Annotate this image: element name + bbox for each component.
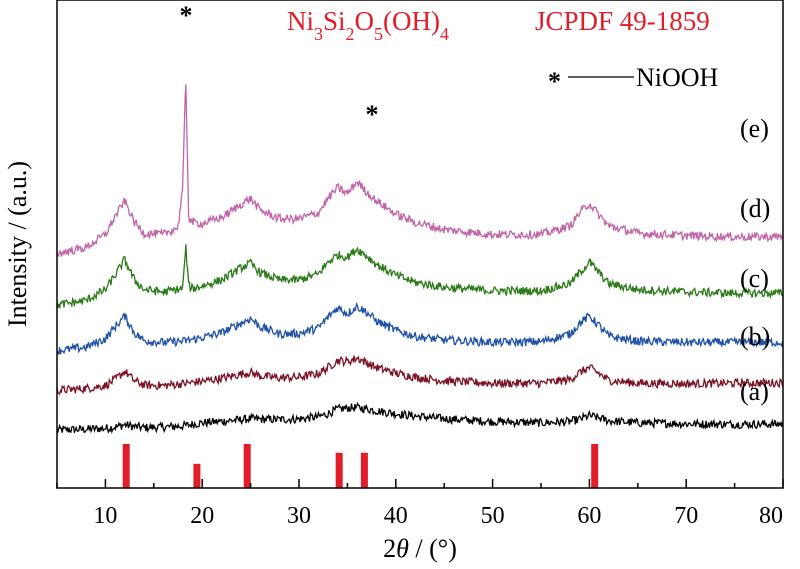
x-tick-label: 60: [577, 503, 601, 529]
reference-peak-bar-1: [122, 444, 130, 488]
x-tick-label: 50: [481, 503, 505, 529]
series-label-4: (d): [740, 194, 770, 223]
ref-card-label: JCPDF 49-1859: [535, 6, 710, 36]
y-axis-label: Intensity / (a.u.): [3, 161, 32, 327]
series-line-5: [56, 84, 784, 257]
peak-marker-2: *: [366, 100, 379, 129]
x-tick-label: 80: [759, 503, 783, 529]
plot-frame: [56, 0, 784, 489]
series-label-1: (a): [740, 377, 769, 406]
series-label-2: (b): [740, 322, 770, 351]
x-tick-label: 20: [190, 503, 214, 529]
x-axis-label: 2θ / (°): [383, 534, 457, 563]
series-line-1: [56, 401, 784, 435]
x-tick-label: 30: [287, 503, 311, 529]
series-line-3: [56, 301, 784, 355]
x-tick-label: 40: [384, 503, 408, 529]
series-line-2: [56, 355, 784, 396]
reference-peak-bar-4: [335, 452, 343, 488]
series-label-3: (c): [740, 264, 769, 293]
series-label-5: (e): [740, 114, 769, 143]
series-line-4: [56, 244, 784, 309]
x-tick-label: 10: [93, 503, 117, 529]
x-axis-ticks: 10 20 30 40 50 60 70 80: [56, 479, 784, 529]
reference-peak-bar-3: [243, 444, 251, 488]
series-labels: (a) (b) (c) (d) (e): [740, 114, 770, 406]
x-tick-label: 70: [674, 503, 698, 529]
peak-marker-1: *: [180, 1, 193, 30]
ref-phase-label: Ni3Si2O5(OH)4: [287, 6, 449, 44]
series-layer: [56, 84, 784, 435]
reference-peak-bar-5: [360, 452, 368, 488]
reference-peak-bars: [122, 444, 599, 488]
niooh-legend-star: *: [548, 67, 561, 96]
reference-peak-bar-2: [193, 463, 201, 488]
niooh-legend-label: NiOOH: [636, 63, 719, 92]
reference-peak-bar-6: [591, 444, 599, 488]
